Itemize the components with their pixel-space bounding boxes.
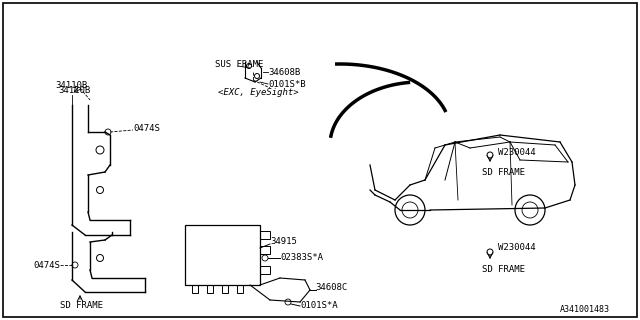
- Bar: [260, 266, 270, 274]
- Text: 0474S: 0474S: [133, 124, 160, 132]
- Text: 34608C: 34608C: [315, 284, 348, 292]
- Text: A341001483: A341001483: [560, 306, 610, 315]
- Text: SD FRAME: SD FRAME: [482, 266, 525, 275]
- Text: SD FRAME: SD FRAME: [482, 167, 525, 177]
- Bar: [185, 225, 260, 285]
- Text: 34110B: 34110B: [58, 85, 90, 94]
- Text: W230044: W230044: [498, 244, 536, 252]
- Text: 0101S*B: 0101S*B: [268, 79, 306, 89]
- Bar: [192, 285, 198, 293]
- Text: 34608B: 34608B: [268, 68, 300, 76]
- Bar: [222, 285, 228, 293]
- Text: 02383S*A: 02383S*A: [280, 253, 323, 262]
- Text: 34915: 34915: [270, 237, 297, 246]
- Text: 34110B: 34110B: [55, 81, 87, 90]
- Bar: [260, 231, 270, 239]
- Text: SUS FRAME: SUS FRAME: [215, 60, 264, 68]
- Text: W230044: W230044: [498, 148, 536, 156]
- Text: SD FRAME: SD FRAME: [60, 300, 103, 309]
- Text: <EXC, EyeSight>: <EXC, EyeSight>: [218, 87, 299, 97]
- Bar: [260, 246, 270, 254]
- Text: 0101S*A: 0101S*A: [300, 300, 338, 309]
- Bar: [237, 285, 243, 293]
- Bar: [207, 285, 213, 293]
- Text: 0474S: 0474S: [33, 260, 60, 269]
